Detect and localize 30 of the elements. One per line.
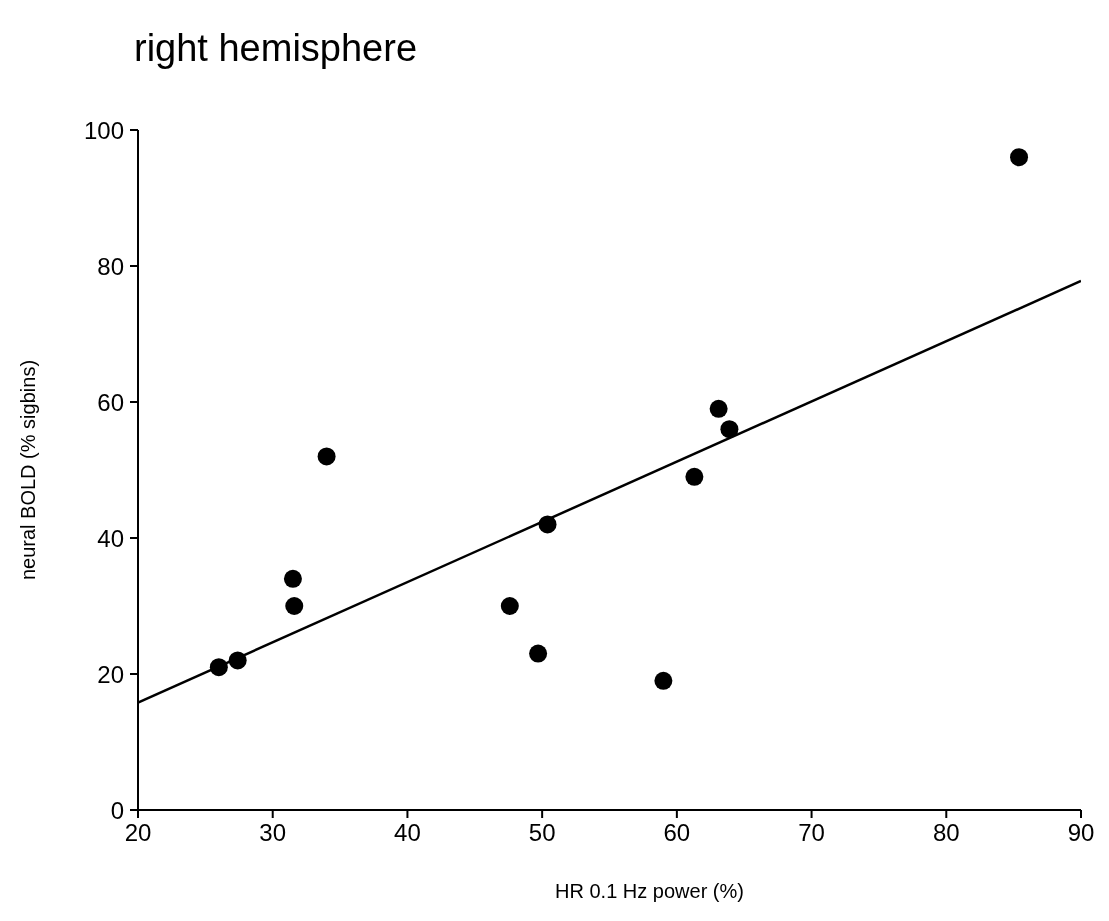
x-tick-label: 40 [394, 819, 421, 847]
point [500, 597, 519, 615]
y-tick-label: 100 [83, 116, 124, 144]
x-tick-label: 80 [932, 819, 960, 847]
y-tick-label: 40 [97, 524, 124, 552]
x-tick-label: 20 [124, 819, 152, 847]
x-tick-label: 70 [798, 819, 825, 847]
point [720, 420, 739, 439]
y-tick-label: 80 [97, 252, 124, 280]
y-axis-title: neural BOLD (% sigbins) [17, 359, 40, 581]
x-tick-label: 90 [1067, 819, 1095, 847]
point [1010, 148, 1029, 167]
point [209, 658, 228, 677]
chart-title: right hemisphere [133, 26, 419, 71]
x-axis-title: HR 0.1 Hz power (%) [555, 880, 744, 902]
point [529, 644, 548, 663]
point [285, 597, 304, 615]
point [654, 671, 673, 690]
y-tick-label: 60 [97, 388, 124, 416]
y-tick-label: 20 [97, 660, 124, 688]
y-tick-label: 0 [110, 796, 124, 824]
point [709, 399, 728, 418]
point [685, 467, 704, 486]
point [538, 515, 557, 534]
point [283, 569, 302, 588]
x-tick-label: 30 [259, 819, 287, 847]
point [228, 651, 247, 670]
point [317, 447, 336, 466]
x-tick-label: 50 [528, 819, 556, 847]
x-tick-label: 60 [663, 819, 691, 847]
